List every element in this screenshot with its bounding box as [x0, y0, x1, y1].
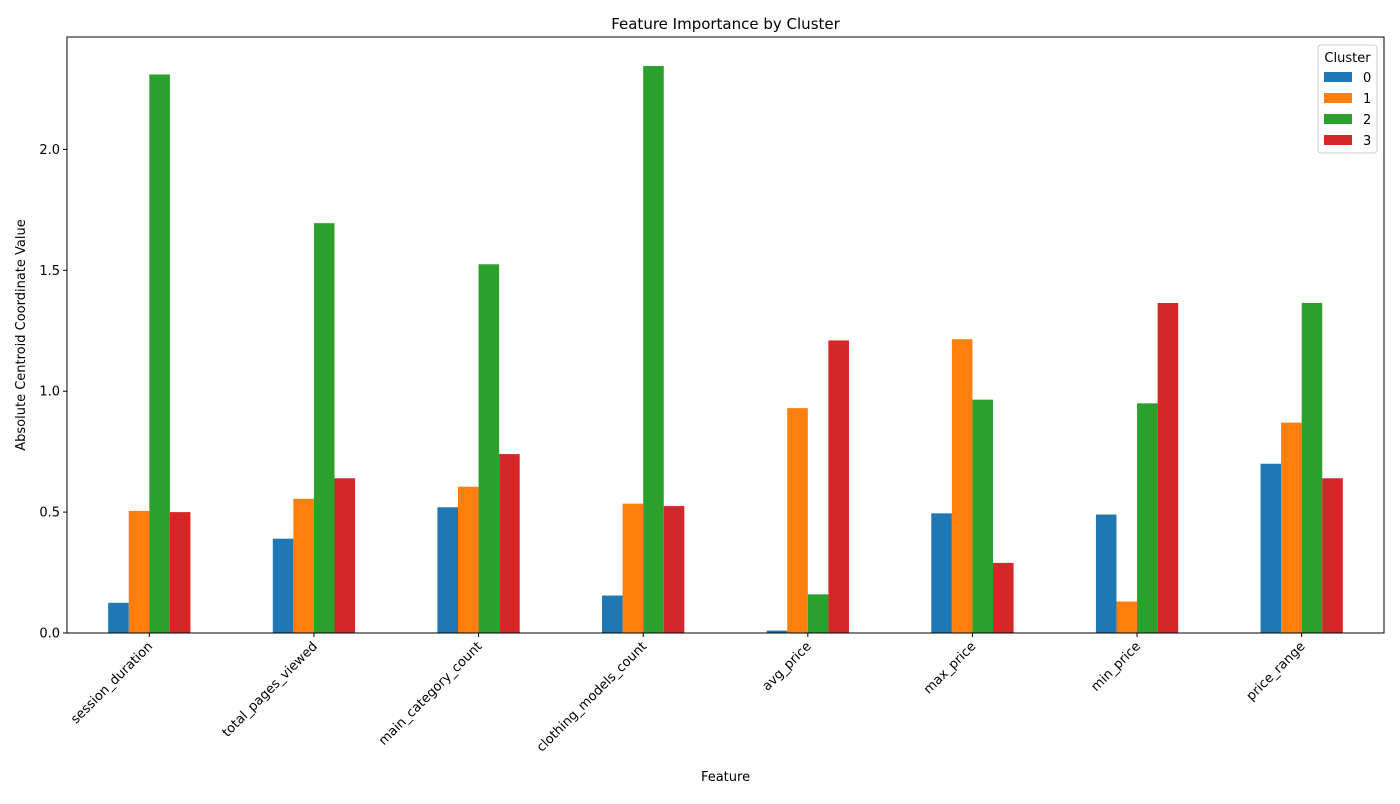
- bar-clothing_models_count-cluster-3: [663, 506, 685, 633]
- y-tick-label: 0.5: [39, 506, 60, 521]
- bar-price_range-cluster-0: [1260, 463, 1282, 633]
- y-axis-label: Absolute Centroid Coordinate Value: [14, 219, 29, 450]
- bar-max_price-cluster-0: [931, 513, 952, 633]
- bar-session_duration-cluster-0: [108, 602, 129, 633]
- bar-main_category_count-cluster-2: [478, 264, 500, 633]
- plot-frame: [66, 36, 1385, 634]
- bar-total_pages_viewed-cluster-3: [334, 478, 356, 633]
- bar-avg_price-cluster-2: [807, 594, 829, 633]
- bar-min_price-cluster-0: [1095, 514, 1117, 633]
- bar-min_price-cluster-1: [1116, 601, 1138, 633]
- bar-session_duration-cluster-3: [169, 512, 191, 633]
- x-tick-label: main_category_count: [376, 639, 485, 748]
- legend-swatch-cluster-1: [1324, 93, 1352, 103]
- x-tick-label: price_range: [1244, 639, 1309, 704]
- bar-total_pages_viewed-cluster-0: [272, 538, 294, 633]
- legend-label-cluster-0: 0: [1363, 71, 1371, 86]
- legend-swatch-cluster-2: [1324, 114, 1352, 124]
- bar-avg_price-cluster-3: [828, 340, 849, 633]
- bar-total_pages_viewed-cluster-1: [293, 498, 314, 633]
- bar-total_pages_viewed-cluster-2: [313, 223, 335, 633]
- x-tick-label: avg_price: [760, 639, 815, 694]
- x-tick-label: session_duration: [68, 639, 156, 727]
- bar-price_range-cluster-3: [1322, 478, 1343, 633]
- y-tick-label: 1.5: [39, 264, 60, 279]
- y-tick-label: 0.0: [39, 627, 60, 642]
- bar-session_duration-cluster-2: [149, 74, 170, 633]
- legend-label-cluster-2: 2: [1363, 113, 1371, 128]
- bar-min_price-cluster-3: [1157, 302, 1179, 633]
- x-tick-label: min_price: [1088, 639, 1143, 694]
- bar-max_price-cluster-1: [951, 339, 973, 633]
- chart-title: Feature Importance by Cluster: [611, 15, 840, 33]
- y-tick-label: 2.0: [39, 143, 60, 158]
- bar-clothing_models_count-cluster-2: [643, 66, 664, 633]
- bar-clothing_models_count-cluster-0: [602, 595, 623, 633]
- bar-clothing_models_count-cluster-1: [622, 503, 644, 633]
- bar-price_range-cluster-1: [1281, 422, 1302, 633]
- legend-swatch-cluster-0: [1324, 72, 1352, 82]
- legend-swatch-cluster-3: [1324, 135, 1352, 145]
- bars-group: [108, 66, 1343, 633]
- bar-price_range-cluster-2: [1301, 302, 1323, 633]
- y-axis-ticks: 0.0 0.5 1.0 1.5 2.0: [39, 143, 67, 642]
- y-tick-label: 1.0: [39, 385, 60, 400]
- bar-session_duration-cluster-1: [128, 510, 150, 633]
- bar-max_price-cluster-3: [993, 562, 1014, 633]
- bar-max_price-cluster-2: [972, 399, 994, 633]
- legend-title: Cluster: [1324, 51, 1371, 66]
- bar-min_price-cluster-2: [1137, 403, 1158, 633]
- bar-avg_price-cluster-1: [787, 408, 808, 633]
- x-tick-label: clothing_models_count: [534, 639, 650, 755]
- legend: Cluster 0 1 2 3: [1317, 44, 1378, 154]
- x-axis-ticks: session_duration total_pages_viewed main_c…: [68, 633, 1309, 755]
- bar-avg_price-cluster-0: [766, 630, 788, 633]
- legend-label-cluster-1: 1: [1363, 92, 1371, 107]
- bar-main_category_count-cluster-0: [437, 507, 458, 633]
- x-axis-label: Feature: [701, 770, 750, 785]
- x-tick-label: max_price: [921, 639, 979, 697]
- bar-main_category_count-cluster-3: [499, 454, 520, 633]
- legend-label-cluster-3: 3: [1363, 134, 1371, 149]
- bar-main_category_count-cluster-1: [457, 486, 479, 633]
- x-tick-label: total_pages_viewed: [220, 639, 321, 740]
